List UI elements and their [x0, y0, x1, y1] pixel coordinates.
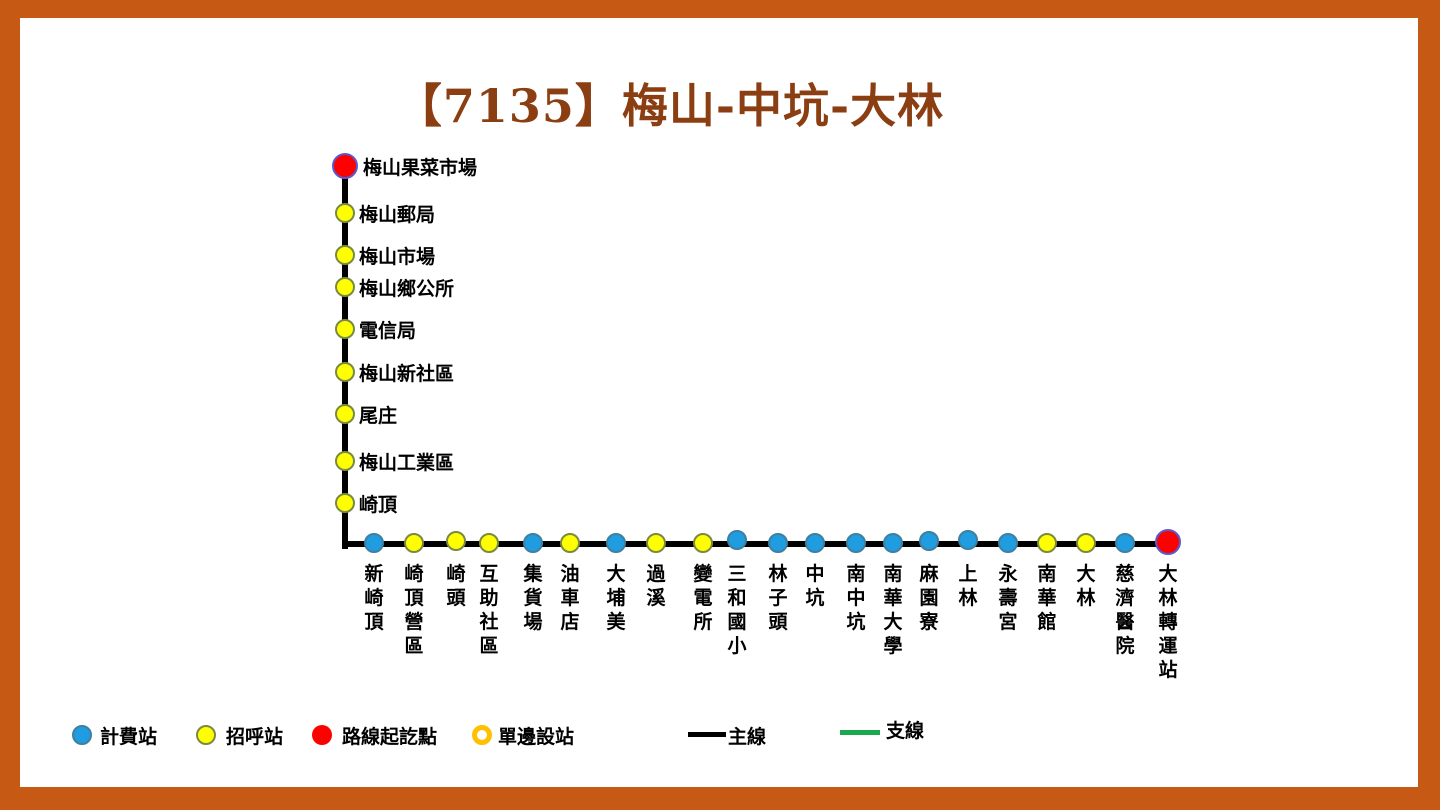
legend-branch-line-label: 支線 [886, 720, 925, 742]
legend-main-line-icon [688, 732, 726, 737]
stop-marker [606, 533, 626, 553]
stop-marker [883, 533, 903, 553]
stop-label: 梅山工業區 [359, 452, 455, 474]
route-title: 【7135】梅山-中坑-大林 [395, 79, 945, 133]
legend: 計費站 招呼站 路線起訖點 單邊設站 主線 支線 [0, 718, 1440, 758]
legend-main-line-label: 主線 [728, 726, 767, 748]
stop-label: 梅山市場 [359, 246, 436, 268]
stop-label: 崎頂 [359, 494, 398, 516]
stop-label: 崎頭 [446, 563, 466, 609]
stop-marker [768, 533, 788, 553]
stop-marker [335, 493, 355, 513]
legend-call-stop-label: 招呼站 [226, 726, 284, 748]
stop-marker [846, 533, 866, 553]
stop-label: 大林 [1076, 563, 1096, 609]
stop-marker [335, 203, 355, 223]
stop-marker [404, 533, 424, 553]
stop-label: 互助社區 [479, 563, 499, 657]
stop-marker [958, 530, 978, 550]
map-panel [20, 18, 1418, 787]
stop-label: 慈濟醫院 [1115, 563, 1135, 657]
stop-label: 崎頂營區 [404, 563, 424, 657]
legend-call-stop-icon [196, 725, 216, 745]
legend-one-side-stop-icon [472, 725, 492, 745]
stop-label: 大埔美 [606, 563, 626, 633]
stop-label: 三和國小 [727, 563, 747, 657]
stop-label: 過溪 [646, 563, 666, 609]
stop-marker [560, 533, 580, 553]
stop-marker [523, 533, 543, 553]
stop-label: 電信局 [359, 320, 417, 342]
stop-label: 新崎頂 [364, 563, 384, 633]
stop-marker [1155, 529, 1181, 555]
stop-marker [1076, 533, 1096, 553]
stop-label: 梅山郵局 [359, 204, 436, 226]
legend-terminal-icon [312, 725, 332, 745]
main-line-horizontal [342, 541, 1170, 547]
stop-marker [805, 533, 825, 553]
stop-marker [1115, 533, 1135, 553]
stop-label: 油車店 [560, 563, 580, 633]
stop-marker [332, 153, 358, 179]
stop-label: 梅山果菜市場 [363, 157, 478, 179]
stop-marker [335, 245, 355, 265]
stop-marker [364, 533, 384, 553]
stop-marker [335, 404, 355, 424]
stop-marker [335, 362, 355, 382]
legend-fare-stop-label: 計費站 [100, 726, 158, 748]
stop-marker [446, 531, 466, 551]
stop-marker [998, 533, 1018, 553]
legend-one-side-stop-label: 單邊設站 [498, 726, 575, 748]
stop-label: 梅山鄉公所 [359, 278, 455, 300]
legend-terminal-label: 路線起訖點 [342, 726, 438, 748]
stop-label: 麻園寮 [919, 563, 939, 633]
stop-marker [693, 533, 713, 553]
stop-label: 大林轉運站 [1158, 563, 1178, 681]
stop-label: 集貨場 [523, 563, 543, 633]
stop-marker [479, 533, 499, 553]
stop-marker [919, 531, 939, 551]
stop-marker [727, 530, 747, 550]
stop-label: 永壽宮 [998, 563, 1018, 633]
stop-label: 梅山新社區 [359, 363, 455, 385]
stop-label: 尾庄 [359, 405, 398, 427]
stop-label: 南華館 [1037, 563, 1057, 633]
stop-marker [646, 533, 666, 553]
legend-fare-stop-icon [72, 725, 92, 745]
stop-marker [335, 277, 355, 297]
legend-branch-line-icon [840, 730, 880, 735]
stop-label: 上林 [958, 563, 978, 609]
stop-marker [1037, 533, 1057, 553]
stop-label: 林子頭 [768, 563, 788, 633]
stop-label: 變電所 [693, 563, 713, 633]
stop-label: 中坑 [805, 563, 825, 609]
stop-label: 南中坑 [846, 563, 866, 633]
main-line-vertical [342, 168, 348, 549]
stop-marker [335, 451, 355, 471]
stop-label: 南華大學 [883, 563, 903, 657]
stop-marker [335, 319, 355, 339]
